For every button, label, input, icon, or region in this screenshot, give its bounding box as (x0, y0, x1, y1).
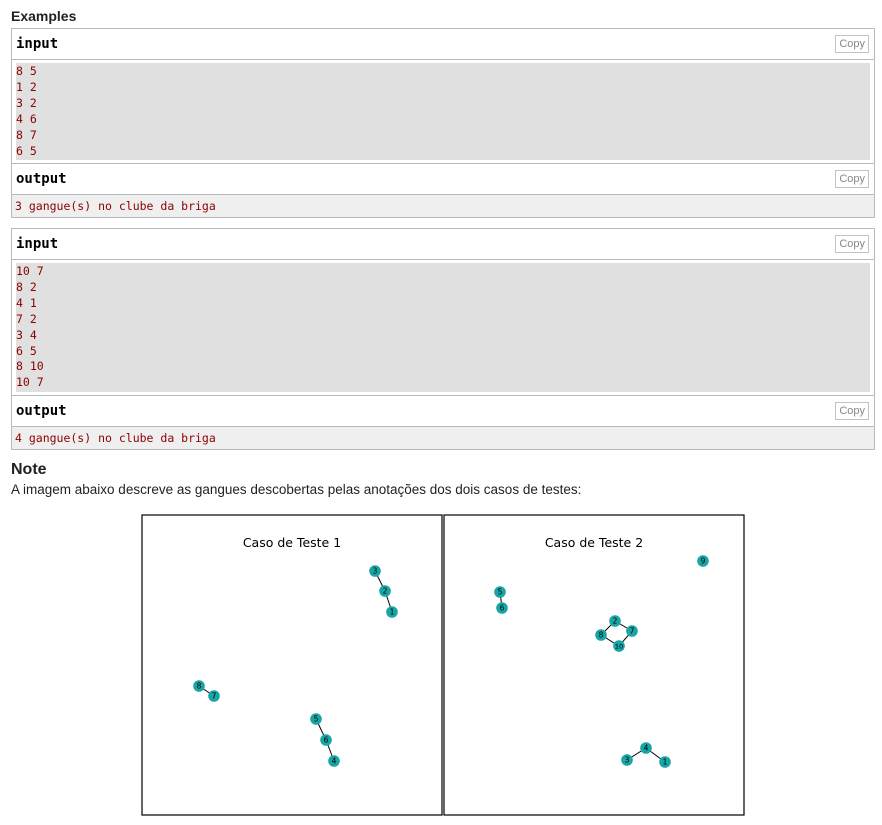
copy-input-button[interactable]: Copy (835, 235, 869, 253)
node-label: 4 (332, 757, 337, 766)
node-circle (697, 555, 709, 567)
graph-svg: Caso de Teste 1 3 2 1 8 7 5 6 4 Caso de Teste 2 9 5… (141, 514, 745, 816)
output-header: output Copy (12, 163, 874, 196)
input-line: 3 2 (16, 95, 37, 110)
output-block: 3 gangue(s) no clube da briga (12, 195, 874, 218)
output-header: output Copy (12, 395, 874, 428)
node-circle (626, 625, 638, 637)
input-line: 8 7 (16, 127, 37, 142)
node-circle (640, 742, 652, 754)
input-label: input (16, 236, 59, 252)
node-circle (379, 585, 391, 597)
node-label: 1 (390, 608, 395, 617)
node-circle (595, 629, 607, 641)
node-circle (494, 586, 506, 598)
graph-node-4: 4 (328, 755, 340, 767)
graph-node-2: 2 (609, 615, 621, 627)
node-circle (609, 615, 621, 627)
input-line: 8 5 (16, 64, 37, 78)
examples-title: Examples (11, 8, 77, 24)
node-label: 3 (373, 567, 378, 576)
panel-frame (141, 514, 443, 816)
graph-node-1: 1 (659, 756, 671, 768)
input-label: input (16, 36, 59, 52)
node-label: 3 (625, 756, 630, 765)
copy-output-button[interactable]: Copy (835, 402, 869, 421)
input-line: 4 1 (16, 295, 37, 310)
input-line: 7 2 (16, 311, 37, 326)
node-label: 6 (324, 736, 329, 745)
graph-node-9: 9 (697, 555, 709, 567)
copy-input-button[interactable]: Copy (835, 35, 869, 53)
output-label: output (16, 171, 67, 188)
node-label: 6 (500, 604, 505, 613)
input-header: input Copy (12, 229, 874, 260)
node-label: 2 (613, 617, 618, 626)
input-line: 10 7 (16, 264, 44, 278)
graph-node-2: 2 (379, 585, 391, 597)
node-label: 1 (663, 758, 668, 767)
node-circle (659, 756, 671, 768)
input-line: 1 2 (16, 79, 37, 94)
input-line: 3 4 (16, 327, 37, 342)
note-title: Note (11, 461, 47, 478)
node-label: 2 (383, 587, 388, 596)
panel-frame (443, 514, 745, 816)
graph-node-1: 1 (386, 606, 398, 618)
node-label: 5 (498, 588, 503, 597)
graph-node-8: 8 (193, 680, 205, 692)
graph-node-10: 10 (613, 640, 625, 652)
input-line: 6 5 (16, 343, 37, 358)
node-circle (320, 734, 332, 746)
input-line: 10 7 (16, 375, 44, 390)
node-circle (310, 713, 322, 725)
node-label: 5 (314, 715, 319, 724)
node-label: 10 (615, 643, 623, 651)
node-circle (496, 602, 508, 614)
panel-title: Caso de Teste 2 (545, 535, 643, 550)
output-block: 4 gangue(s) no clube da briga (12, 427, 874, 450)
graph-node-7: 7 (208, 690, 220, 702)
node-label: 7 (212, 692, 217, 701)
input-line: 8 2 (16, 279, 37, 294)
node-circle (369, 565, 381, 577)
node-circle (613, 640, 625, 652)
node-label: 7 (630, 627, 635, 636)
graph-panel-1: Caso de Teste 1 3 2 1 8 7 5 6 4 (141, 514, 443, 816)
node-circle (328, 755, 340, 767)
input-block: 10 7 8 2 4 1 7 2 3 4 6 5 8 10 10 7 (16, 263, 870, 393)
example-2: input Copy 10 7 8 2 4 1 7 2 3 4 6 5 8 10… (11, 228, 875, 451)
graph-node-3: 3 (369, 565, 381, 577)
node-label: 8 (197, 682, 202, 691)
graph-node-5: 5 (494, 586, 506, 598)
graph-node-6: 6 (320, 734, 332, 746)
node-label: 4 (644, 744, 649, 753)
example-1: input Copy 8 5 1 2 3 2 4 6 8 7 6 5 outpu… (11, 28, 875, 219)
node-circle (193, 680, 205, 692)
output-label: output (16, 403, 67, 420)
input-line: 6 5 (16, 143, 37, 158)
graph-node-8: 8 (595, 629, 607, 641)
graph-node-7: 7 (626, 625, 638, 637)
note-text: A imagem abaixo descreve as gangues desc… (11, 482, 582, 497)
graph-node-5: 5 (310, 713, 322, 725)
input-header: input Copy (12, 29, 874, 60)
graph-node-6: 6 (496, 602, 508, 614)
gang-graph-figure: Caso de Teste 1 3 2 1 8 7 5 6 4 Caso de Teste 2 9 5… (141, 514, 745, 816)
panel-title: Caso de Teste 1 (243, 535, 341, 550)
input-line: 4 6 (16, 111, 37, 126)
graph-node-3: 3 (621, 754, 633, 766)
copy-output-button[interactable]: Copy (835, 170, 869, 189)
node-circle (208, 690, 220, 702)
node-circle (386, 606, 398, 618)
graph-node-4: 4 (640, 742, 652, 754)
graph-panel-2: Caso de Teste 2 9 5 6 2 7 8 10 4 3 1 (443, 514, 745, 816)
node-label: 9 (701, 557, 706, 566)
input-block: 8 5 1 2 3 2 4 6 8 7 6 5 (16, 63, 870, 161)
input-line: 8 10 (16, 359, 44, 374)
node-circle (621, 754, 633, 766)
node-label: 8 (599, 631, 604, 640)
